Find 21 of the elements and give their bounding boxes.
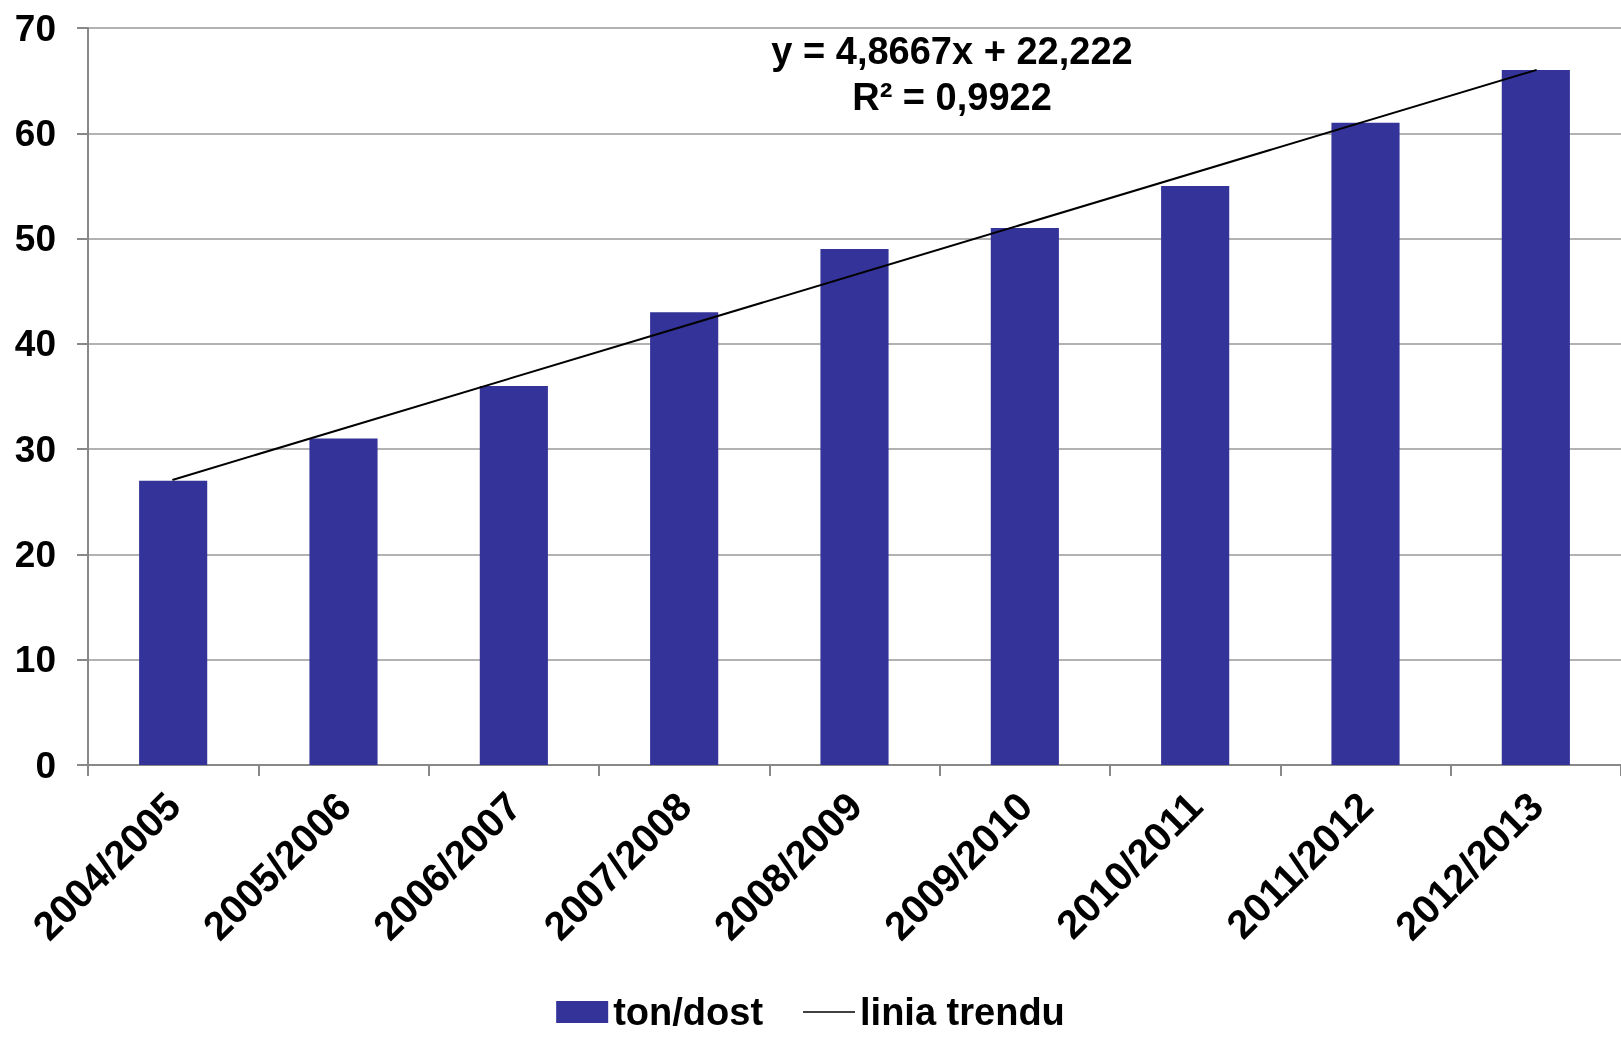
y-tick-label: 60 [14, 112, 56, 154]
annotation: R² = 0,9922 [852, 76, 1052, 118]
bar [650, 312, 719, 765]
bar [990, 228, 1059, 765]
annotation: y = 4,8667x + 22,222 [771, 30, 1133, 72]
bar [479, 385, 548, 765]
bar [1331, 122, 1400, 765]
legend-label: linia trendu [860, 991, 1065, 1033]
bar [820, 249, 889, 765]
y-tick-label: 10 [14, 639, 56, 681]
bar [309, 438, 378, 765]
legend-label: ton/dost [613, 991, 764, 1033]
y-tick-label: 50 [14, 218, 56, 260]
bar [1501, 70, 1570, 765]
y-tick-label: 40 [14, 323, 56, 365]
bar [139, 480, 208, 765]
y-tick-label: 70 [14, 7, 56, 49]
bar [1161, 185, 1230, 765]
y-tick-label: 30 [14, 428, 56, 470]
y-tick-label: 0 [35, 744, 56, 786]
y-tick-label: 20 [14, 533, 56, 575]
